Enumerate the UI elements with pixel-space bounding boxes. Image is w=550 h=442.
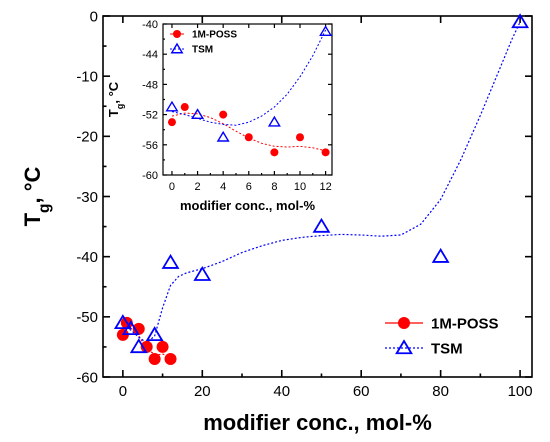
data-point-tsm	[193, 265, 212, 281]
y-tick-label: -60	[142, 170, 158, 182]
legend: 1M-POSS TSM	[385, 315, 499, 357]
x-tick-label: 60	[353, 383, 370, 400]
x-axis-label: modifier conc., mol-%	[180, 198, 316, 213]
y-tick-label: -56	[142, 140, 158, 152]
data-point-tsm	[129, 338, 148, 354]
data-point-1m-poss	[132, 322, 145, 335]
legend-marker-tsm	[395, 339, 413, 355]
data-point-1m-poss	[164, 352, 177, 365]
data-point-1m-poss	[219, 110, 228, 119]
data-point-tsm	[121, 320, 140, 336]
data-point-tsm	[145, 326, 164, 342]
y-axis-label: Tg, °C	[106, 81, 125, 117]
data-point-1m-poss	[321, 148, 330, 157]
data-point-tsm	[312, 217, 331, 233]
data-point-1m-poss	[295, 133, 304, 142]
legend-marker-tsm	[170, 42, 184, 54]
legend: 1M-POSS TSM	[170, 30, 237, 56]
x-tick-label: 8	[271, 181, 277, 193]
data-point-1m-poss	[156, 340, 169, 353]
y-tick-label: -30	[76, 189, 98, 206]
legend-label: TSM	[431, 340, 463, 357]
x-tick-label: 10	[294, 181, 306, 193]
series-fit-line-1m-poss	[171, 112, 326, 152]
inset-chart-panel: 0 2 4 6 8 10 12 -40 -44 -48 -52 -56 -60 modifier conc…	[106, 19, 333, 213]
legend-marker-1m-poss	[398, 317, 410, 329]
y-tick-label: -44	[142, 49, 158, 61]
legend-label: 1M-POSS	[431, 315, 499, 332]
data-point-tsm	[431, 247, 450, 263]
x-tick-label: 100	[508, 383, 533, 400]
series-fit-line-tsm	[171, 29, 327, 126]
y-tick-label: -40	[142, 19, 158, 31]
data-point-1m-poss	[140, 340, 153, 353]
x-tick-label: 0	[169, 181, 175, 193]
y-tick-label: -10	[76, 69, 98, 86]
y-tick-label: -20	[76, 129, 98, 146]
legend-marker-1m-poss	[173, 30, 181, 38]
y-tick-label: -40	[76, 249, 98, 266]
legend-label: TSM	[192, 45, 213, 56]
x-tick-label: 0	[119, 383, 127, 400]
y-tick-label: -50	[76, 309, 98, 326]
x-tick-label: 4	[220, 181, 226, 193]
data-point-tsm	[165, 100, 179, 112]
x-axis-label: modifier conc., mol-%	[203, 410, 432, 435]
x-tick-label: 40	[273, 383, 290, 400]
data-point-1m-poss	[148, 352, 161, 365]
data-point-tsm	[191, 108, 205, 120]
data-point-tsm	[216, 130, 230, 142]
legend-label: 1M-POSS	[192, 30, 237, 41]
data-point-tsm	[267, 115, 281, 127]
x-tick-label: 12	[319, 181, 331, 193]
data-point-tsm	[113, 314, 132, 330]
y-tick-label: -52	[142, 110, 158, 122]
data-point-1m-poss	[244, 133, 253, 142]
x-tick-label: 6	[246, 181, 252, 193]
data-point-tsm	[511, 13, 530, 29]
y-tick-label: -48	[142, 79, 158, 91]
x-tick-label: 80	[432, 383, 449, 400]
data-point-tsm	[161, 253, 180, 269]
x-tick-label: 20	[194, 383, 211, 400]
y-tick-label: 0	[90, 8, 98, 25]
data-point-1m-poss	[167, 118, 176, 127]
data-point-tsm	[319, 25, 333, 36]
x-tick-label: 2	[195, 181, 201, 193]
y-tick-label: -60	[76, 369, 98, 386]
plot-frame	[162, 23, 333, 176]
series-fit-line-tsm	[122, 21, 521, 344]
data-point-1m-poss	[270, 148, 279, 157]
y-axis-label: Tg, °C	[20, 167, 53, 227]
data-point-1m-poss	[180, 103, 189, 112]
